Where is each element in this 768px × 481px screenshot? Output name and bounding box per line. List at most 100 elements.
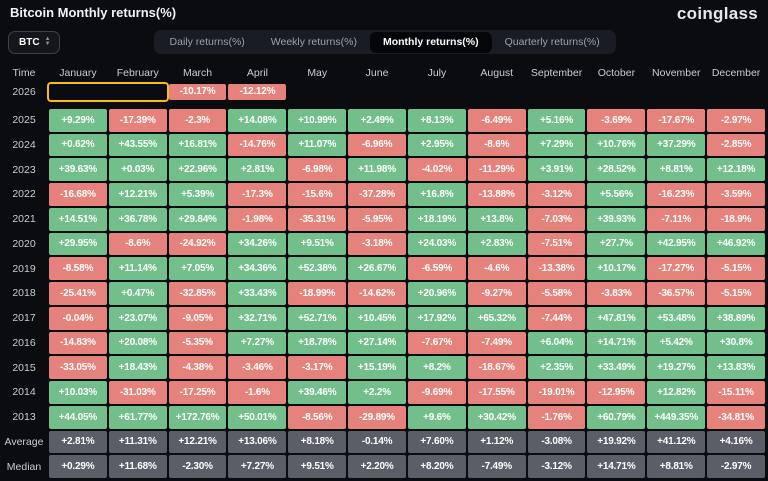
return-cell: -34.81% [707, 405, 765, 429]
return-cell: -14.83% [49, 331, 107, 355]
return-cell: -2.85% [707, 133, 765, 157]
row-label: 2023 [12, 163, 36, 176]
tab-weekly-returns[interactable]: Weekly returns(%) [270, 36, 357, 48]
return-cell: +11.68% [108, 455, 167, 478]
return-cell: +10.45% [348, 306, 406, 330]
return-cell: -1.76% [527, 405, 586, 429]
return-cell: -5.58% [527, 282, 586, 305]
return-cell: -3.83% [587, 282, 646, 305]
row-label: Average [4, 435, 44, 448]
return-cell: +13.83% [707, 356, 765, 379]
return-cell: +39.46% [288, 381, 347, 404]
return-cell: +2.81% [49, 430, 107, 454]
return-cell: -7.51% [527, 232, 586, 256]
return-cell: +30.8% [707, 331, 765, 355]
return-cell: +6.04% [527, 331, 586, 355]
return-cell: -6.59% [407, 257, 466, 280]
return-cell: +19.92% [587, 430, 646, 454]
return-cell: -8.58% [49, 257, 107, 280]
return-cell: -18.9% [707, 207, 765, 231]
table-row: 2018 -25.41% +0.47% -32.85% +33.43% -18.99% -1… [0, 281, 768, 306]
empty-cell [707, 84, 765, 100]
tab-monthly-returns[interactable]: Monthly returns(%) [369, 31, 492, 53]
return-cell: +33.43% [228, 282, 287, 305]
top-bar: Bitcoin Monthly returns(%) coinglass [0, 0, 768, 24]
return-cell: +2.49% [348, 108, 406, 132]
return-cell: +52.71% [288, 306, 347, 330]
return-cell: +0.47% [108, 282, 167, 305]
table-row: 2022 -16.68% +12.21% +5.39% -17.3% -15.6% -37.… [0, 182, 768, 207]
table-row: 2017 -0.04% +23.07% -9.05% +32.71% +52.71% +10… [0, 306, 768, 331]
row-label: 2022 [12, 188, 36, 201]
return-cell: -15.6% [288, 183, 347, 206]
return-cell: +2.35% [527, 356, 586, 379]
return-cell: +0.03% [108, 158, 167, 181]
month-column-header: November [652, 67, 701, 79]
return-cell: +5.42% [647, 331, 706, 355]
return-cell: +5.16% [527, 108, 586, 132]
return-cell: -17.67% [647, 108, 706, 132]
return-cell: +10.17% [587, 257, 646, 280]
return-cell: -1.98% [228, 207, 287, 231]
return-cell: -13.38% [527, 257, 586, 280]
return-cell: -14.62% [348, 282, 406, 305]
return-cell: -3.17% [288, 356, 347, 379]
returns-table: 2026 -10.17% -12.12% 2025 +9.29% -17.39% -2.3%… [0, 82, 768, 479]
return-cell: +13.8% [467, 207, 526, 231]
table-row: 2015 -33.05% +18.43% -4.38% -3.46% -3.17% +15.… [0, 355, 768, 380]
empty-cell [587, 84, 645, 100]
return-cell: +61.77% [108, 405, 167, 429]
return-cell: +17.92% [407, 306, 466, 330]
return-cell: +11.07% [288, 133, 347, 157]
return-cell: +7.05% [168, 257, 227, 280]
return-cell: -24.92% [168, 232, 227, 256]
return-cell: -10.17% [168, 84, 227, 100]
symbol-select[interactable]: BTC ▲ ▼ [8, 30, 60, 54]
row-label: 2020 [12, 237, 36, 250]
return-cell: +14.71% [587, 455, 646, 478]
return-cell: +7.60% [407, 430, 466, 454]
return-cell: -11.29% [467, 158, 526, 181]
return-cell: -3.46% [228, 356, 287, 379]
return-cell: -3.12% [527, 183, 586, 206]
return-cell: -7.44% [527, 306, 586, 330]
empty-cell [49, 102, 107, 107]
return-cell: +36.78% [108, 207, 167, 231]
return-cell: +2.20% [348, 455, 406, 478]
return-cell: -29.89% [348, 405, 406, 429]
tab-daily-returns[interactable]: Daily returns(%) [169, 36, 245, 48]
return-cell: +10.03% [49, 381, 107, 404]
table-row: 2024 +0.62% +43.55% +16.81% -14.76% +11.07% -6… [0, 133, 768, 158]
return-cell: +43.55% [108, 133, 167, 157]
return-cell: +44.05% [49, 405, 107, 429]
month-column-header: September [530, 67, 583, 79]
row-label: 2018 [12, 287, 36, 300]
return-cell: +37.29% [647, 133, 706, 157]
return-cell: +5.56% [587, 183, 646, 206]
return-cell: +8.13% [407, 108, 466, 132]
return-cell: +30.42% [467, 405, 526, 429]
return-cell: +34.26% [228, 232, 287, 256]
return-cell: +24.03% [407, 232, 466, 256]
return-cell: +10.76% [587, 133, 646, 157]
empty-cell [348, 84, 406, 100]
return-cell: +9.29% [49, 108, 107, 132]
return-cell: +12.21% [168, 430, 227, 454]
return-cell: +47.81% [587, 306, 646, 330]
return-cell: +2.2% [348, 381, 406, 404]
return-cell: -3.18% [348, 232, 406, 256]
return-cell: -2.97% [707, 108, 765, 132]
return-cell: -4.02% [407, 158, 466, 181]
return-cell: +0.29% [49, 455, 107, 478]
return-cell: +8.81% [647, 158, 706, 181]
return-cell: +27.7% [587, 232, 646, 256]
return-cell: +2.83% [467, 232, 526, 256]
return-cell: -16.23% [647, 183, 706, 206]
return-cell: +11.31% [108, 430, 167, 454]
tab-quarterly-returns[interactable]: Quarterly returns(%) [504, 36, 600, 48]
return-cell: +9.51% [288, 455, 347, 478]
return-cell: +18.43% [108, 356, 167, 379]
month-column-header: April [246, 67, 268, 79]
return-cell: +34.36% [228, 257, 287, 280]
return-cell: -31.03% [108, 381, 167, 404]
